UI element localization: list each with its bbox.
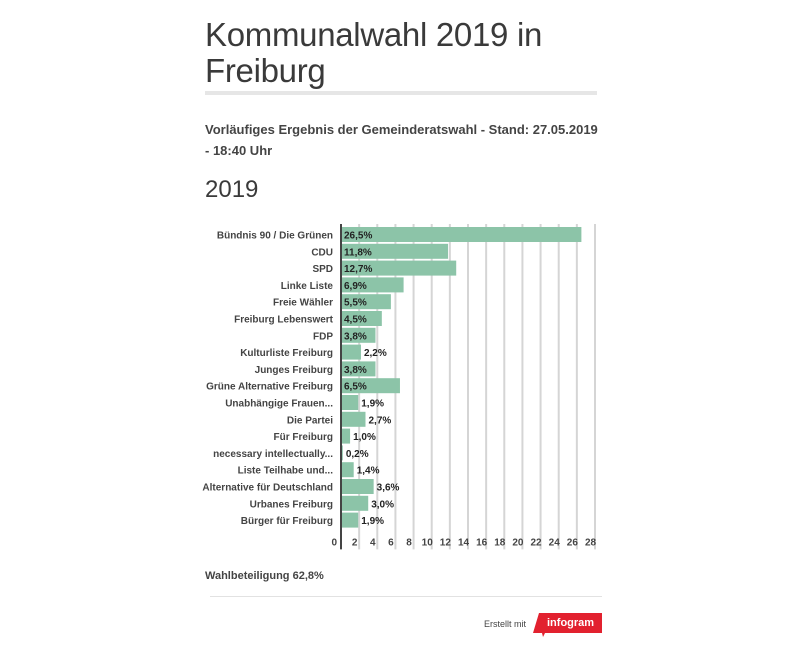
bar: [341, 378, 400, 394]
data-label: 6,5%: [344, 382, 367, 393]
bar: [341, 311, 382, 326]
bar: [341, 277, 404, 293]
category-label: Grüne Alternative Freiburg: [206, 382, 333, 393]
data-label: 1,9%: [361, 399, 384, 410]
category-label: Freiburg Lebenswert: [234, 315, 334, 326]
x-tick-label: 8: [406, 537, 412, 548]
x-tick-label: 4: [370, 537, 376, 548]
x-tick-label: 26: [567, 537, 579, 548]
x-tick-label: 2: [352, 537, 358, 548]
bar: [341, 294, 391, 310]
bar: [341, 361, 376, 377]
x-tick-label: 0: [331, 537, 337, 548]
data-label: 4,5%: [344, 315, 367, 326]
x-tick-label: 18: [494, 537, 506, 548]
data-label: 1,0%: [353, 432, 376, 443]
bar: [341, 227, 582, 242]
x-tick-label: 20: [512, 537, 524, 548]
category-label: Urbanes Freiburg: [250, 499, 333, 510]
category-label: FDP: [313, 331, 333, 342]
bar: [341, 462, 354, 478]
footer-divider: [210, 596, 602, 597]
data-label: 11,8%: [344, 247, 372, 258]
data-label: 3,8%: [344, 365, 367, 376]
page-title: Kommunalwahl 2019 in Freiburg: [205, 16, 543, 89]
data-label: 2,2%: [364, 348, 387, 359]
bar: [341, 344, 361, 360]
data-label: 1,4%: [357, 466, 380, 477]
data-label: 5,5%: [344, 298, 367, 309]
data-label: 26,5%: [344, 231, 372, 242]
subtitle: Vorläufiges Ergebnis der Gemeinderatswah…: [205, 122, 598, 158]
bar: [341, 512, 359, 528]
category-label: SPD: [312, 264, 333, 275]
x-tick-label: 6: [388, 537, 394, 548]
bar: [341, 411, 366, 427]
chart-title: 2019: [205, 176, 259, 203]
title-divider: [205, 91, 597, 95]
data-label: 6,9%: [344, 281, 367, 292]
bar: [341, 428, 351, 444]
category-label: Alternative für Deutschland: [202, 483, 333, 494]
infogram-badge-shape: [533, 613, 602, 637]
category-label: Liste Teilhabe und...: [238, 466, 334, 477]
category-label: Linke Liste: [281, 281, 334, 292]
bar: [341, 260, 457, 276]
category-label: Kulturliste Freiburg: [240, 348, 333, 359]
category-label: Die Partei: [287, 415, 333, 426]
category-label: Unabhängige Frauen...: [225, 399, 333, 410]
infogram-logo[interactable]: [533, 613, 602, 637]
data-label: 3,0%: [371, 499, 394, 510]
data-label: 12,7%: [344, 264, 372, 275]
bar: [341, 327, 376, 343]
bar: [341, 495, 369, 511]
x-tick-label: 24: [549, 537, 561, 548]
category-label: necessary intellectually...: [213, 449, 333, 460]
x-tick-label: 12: [440, 537, 452, 548]
category-label: Junges Freiburg: [255, 365, 333, 376]
infogram-brand-text[interactable]: infogram: [547, 617, 595, 629]
bar: [341, 243, 449, 259]
data-label: 2,7%: [368, 415, 391, 426]
data-label: 0,2%: [346, 449, 369, 460]
data-label: 1,9%: [361, 516, 384, 527]
category-label: Bündnis 90 / Die Grünen: [217, 231, 333, 242]
category-label: Für Freiburg: [274, 432, 333, 443]
bar-chart: Bündnis 90 / Die Grünen 26,5%CDU 11,8%SPD 1…: [202, 224, 597, 550]
data-label: 3,6%: [377, 483, 400, 494]
category-label: Bürger für Freiburg: [241, 516, 333, 527]
x-tick-label: 22: [531, 537, 543, 548]
data-label: 3,8%: [344, 331, 367, 342]
bar: [341, 479, 374, 494]
credit-text: Erstellt mit: [484, 619, 527, 629]
bar: [341, 395, 359, 410]
category-label: Freie Wähler: [273, 298, 333, 309]
x-tick-label: 14: [458, 537, 470, 548]
x-tick-label: 10: [422, 537, 434, 548]
turnout-note: Wahlbeteiligung 62,8%: [205, 570, 324, 582]
x-tick-label: 16: [476, 537, 488, 548]
category-label: CDU: [311, 247, 333, 258]
x-tick-label: 28: [585, 537, 597, 548]
